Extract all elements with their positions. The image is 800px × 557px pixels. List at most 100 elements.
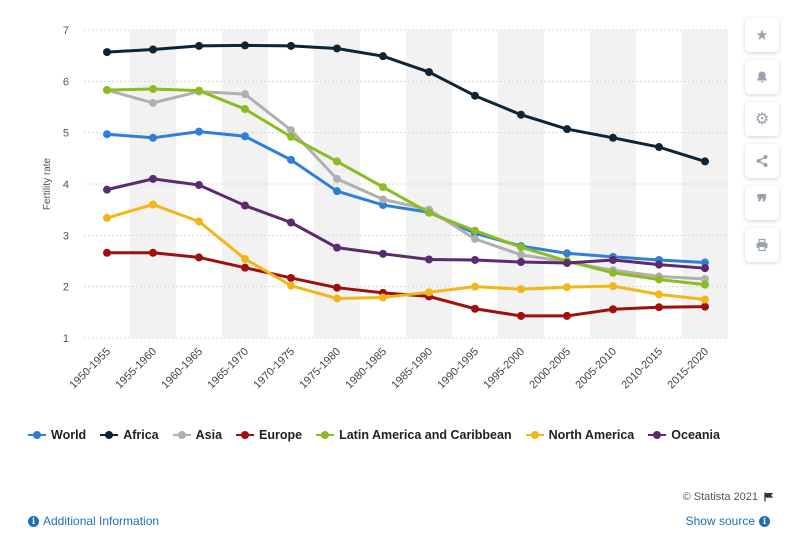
data-point[interactable] <box>103 185 111 194</box>
data-point[interactable] <box>241 105 249 114</box>
data-point[interactable] <box>195 127 203 136</box>
data-point[interactable] <box>517 250 525 259</box>
data-point[interactable] <box>241 90 249 99</box>
data-point[interactable] <box>333 243 341 252</box>
legend-item[interactable]: Latin America and Caribbean <box>316 428 512 442</box>
data-point[interactable] <box>379 201 387 210</box>
data-point[interactable] <box>149 248 157 257</box>
data-point[interactable] <box>103 130 111 139</box>
data-point[interactable] <box>701 302 709 311</box>
data-point[interactable] <box>563 125 571 134</box>
legend-item[interactable]: Europe <box>236 428 302 442</box>
data-point[interactable] <box>701 274 709 283</box>
data-point[interactable] <box>701 295 709 304</box>
legend-item[interactable]: World <box>28 428 86 442</box>
cite-button[interactable]: ❞ <box>745 186 779 220</box>
additional-information-link[interactable]: i Additional Information <box>24 514 159 528</box>
data-point[interactable] <box>655 303 663 312</box>
data-point[interactable] <box>287 126 295 135</box>
data-point[interactable] <box>287 132 295 141</box>
data-point[interactable] <box>241 254 249 263</box>
data-point[interactable] <box>655 290 663 299</box>
data-point[interactable] <box>149 98 157 107</box>
data-point[interactable] <box>195 217 203 226</box>
data-point[interactable] <box>655 275 663 284</box>
data-point[interactable] <box>701 264 709 273</box>
data-point[interactable] <box>195 253 203 262</box>
data-point[interactable] <box>241 263 249 272</box>
data-point[interactable] <box>287 155 295 164</box>
data-point[interactable] <box>609 268 617 277</box>
data-point[interactable] <box>379 293 387 302</box>
data-point[interactable] <box>425 68 433 77</box>
data-point[interactable] <box>333 187 341 196</box>
data-point[interactable] <box>379 183 387 192</box>
data-point[interactable] <box>517 285 525 294</box>
show-source-link[interactable]: Show source i <box>686 514 774 528</box>
legend-item[interactable]: Asia <box>172 428 222 442</box>
data-point[interactable] <box>517 258 525 267</box>
data-point[interactable] <box>287 41 295 50</box>
flag-icon[interactable] <box>764 492 774 502</box>
data-point[interactable] <box>379 249 387 258</box>
data-point[interactable] <box>103 248 111 257</box>
data-point[interactable] <box>471 255 479 264</box>
data-point[interactable] <box>149 133 157 142</box>
settings-button[interactable]: ⚙ <box>745 102 779 136</box>
data-point[interactable] <box>195 41 203 50</box>
data-point[interactable] <box>517 243 525 252</box>
data-point[interactable] <box>563 259 571 268</box>
data-point[interactable] <box>103 86 111 95</box>
data-point[interactable] <box>563 283 571 292</box>
data-point[interactable] <box>701 280 709 289</box>
data-point[interactable] <box>655 143 663 152</box>
favorite-button[interactable]: ★ <box>745 18 779 52</box>
data-point[interactable] <box>379 195 387 204</box>
data-point[interactable] <box>287 273 295 282</box>
data-point[interactable] <box>241 132 249 141</box>
data-point[interactable] <box>333 157 341 166</box>
data-point[interactable] <box>425 208 433 217</box>
data-point[interactable] <box>195 181 203 190</box>
data-point[interactable] <box>471 234 479 243</box>
data-point[interactable] <box>287 281 295 290</box>
legend-item[interactable]: Africa <box>100 428 159 442</box>
data-point[interactable] <box>333 283 341 292</box>
data-point[interactable] <box>609 305 617 314</box>
legend-item[interactable]: North America <box>525 428 634 442</box>
data-point[interactable] <box>241 201 249 210</box>
print-button[interactable] <box>745 228 779 262</box>
data-point[interactable] <box>563 311 571 320</box>
data-point[interactable] <box>103 213 111 222</box>
data-point[interactable] <box>471 91 479 100</box>
data-point[interactable] <box>471 226 479 235</box>
data-point[interactable] <box>655 260 663 269</box>
data-point[interactable] <box>471 304 479 313</box>
data-point[interactable] <box>149 85 157 94</box>
data-point[interactable] <box>333 44 341 53</box>
data-point[interactable] <box>333 294 341 303</box>
data-point[interactable] <box>149 174 157 183</box>
data-point[interactable] <box>241 41 249 50</box>
legend-item[interactable]: Oceania <box>648 428 720 442</box>
data-point[interactable] <box>471 282 479 291</box>
data-point[interactable] <box>103 48 111 57</box>
data-point[interactable] <box>609 133 617 142</box>
data-point[interactable] <box>425 288 433 297</box>
data-point[interactable] <box>425 255 433 264</box>
data-point[interactable] <box>517 110 525 119</box>
data-point[interactable] <box>287 218 295 227</box>
data-point[interactable] <box>517 311 525 320</box>
data-point[interactable] <box>149 200 157 209</box>
share-button[interactable] <box>745 144 779 178</box>
data-point[interactable] <box>379 52 387 61</box>
notification-button[interactable] <box>745 60 779 94</box>
data-point[interactable] <box>195 86 203 95</box>
data-point[interactable] <box>701 258 709 267</box>
data-point[interactable] <box>609 255 617 264</box>
data-point[interactable] <box>333 174 341 183</box>
data-point[interactable] <box>149 45 157 54</box>
data-point[interactable] <box>701 157 709 166</box>
data-point[interactable] <box>609 282 617 291</box>
data-point[interactable] <box>563 249 571 258</box>
